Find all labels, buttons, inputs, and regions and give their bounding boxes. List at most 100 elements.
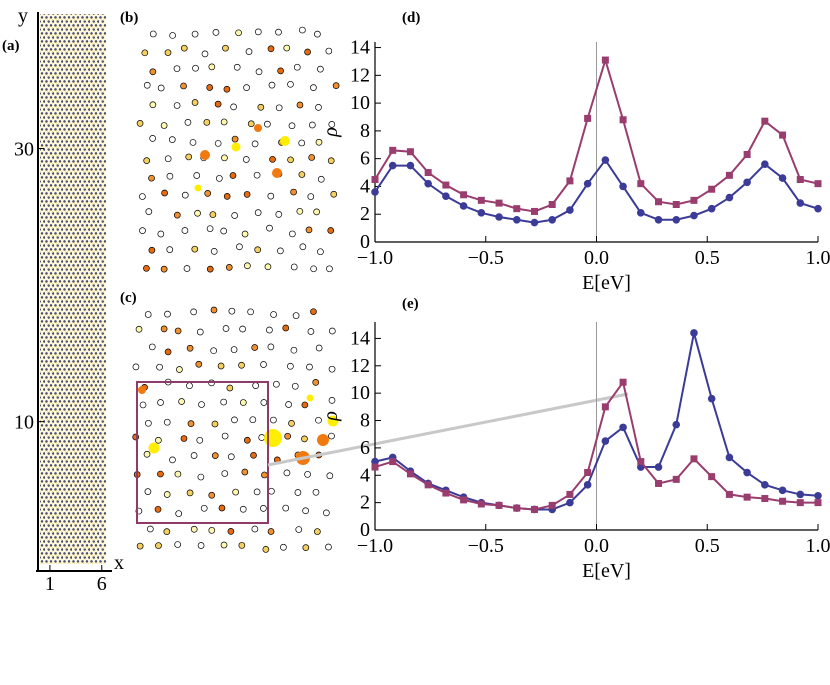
y-axis-label: ρ [320, 127, 342, 138]
site [143, 81, 151, 89]
site [235, 29, 242, 37]
site [328, 327, 336, 335]
site [315, 138, 323, 146]
site [243, 191, 251, 198]
marker [460, 191, 468, 199]
marker [513, 205, 521, 213]
site [200, 504, 208, 512]
marker [583, 179, 592, 188]
site [269, 155, 276, 163]
y-tick-label: 10 [350, 92, 370, 114]
site [290, 346, 298, 354]
x-axis-label: x [114, 552, 124, 574]
site [163, 528, 171, 535]
marker [442, 192, 450, 200]
marker [743, 493, 751, 501]
site [180, 44, 188, 52]
site [277, 67, 284, 75]
y-tick-label: 10 [350, 382, 370, 404]
site [160, 265, 168, 273]
marker [690, 211, 698, 220]
x-tick-label: 0.0 [584, 247, 609, 269]
site [245, 48, 253, 55]
strong-site [317, 434, 329, 446]
x-tick-label: 1.0 [806, 247, 830, 269]
y-tick-label: 0 [360, 231, 370, 253]
site [185, 153, 193, 161]
marker [796, 199, 805, 207]
site [169, 32, 176, 39]
site [327, 157, 335, 165]
marker [477, 209, 486, 217]
site [296, 101, 304, 109]
site [254, 28, 262, 36]
marker [672, 215, 681, 224]
marker [637, 180, 645, 188]
marker [495, 213, 503, 221]
site [174, 327, 182, 335]
site [253, 171, 261, 179]
site [287, 80, 294, 88]
site [212, 29, 220, 36]
site [175, 510, 183, 517]
marker [690, 329, 698, 337]
site [164, 348, 172, 356]
marker [655, 479, 663, 487]
site [328, 432, 335, 440]
site [283, 469, 291, 477]
site [209, 211, 217, 218]
marker [442, 181, 450, 189]
site [186, 344, 194, 352]
site [260, 361, 267, 368]
site [244, 262, 251, 270]
site [164, 310, 171, 318]
site [149, 30, 157, 38]
site [299, 243, 307, 251]
site [220, 227, 228, 235]
site [206, 84, 214, 91]
site [294, 489, 302, 496]
marker [583, 481, 592, 489]
marker [371, 188, 379, 196]
y-tick-label: 2 [360, 492, 370, 514]
site [132, 363, 140, 371]
site [328, 121, 336, 128]
site [251, 344, 259, 351]
site [218, 504, 226, 512]
x-tick-label: 0.0 [584, 535, 609, 557]
site [190, 452, 198, 459]
site [197, 473, 205, 481]
marker [637, 209, 645, 217]
marker [778, 174, 787, 182]
marker [690, 455, 698, 463]
site [196, 328, 204, 336]
site [168, 136, 176, 143]
marker [761, 495, 769, 503]
marker [424, 179, 432, 188]
marker [725, 490, 733, 498]
site [255, 68, 263, 76]
site [307, 328, 315, 335]
site [194, 209, 201, 217]
site [326, 265, 333, 273]
x-tick-label: −1.0 [357, 247, 393, 269]
marker [495, 199, 503, 207]
site [223, 192, 231, 200]
x-tick-label: −0.5 [468, 247, 504, 269]
site [149, 135, 157, 142]
site [254, 209, 262, 216]
marker [761, 117, 769, 125]
site [220, 118, 228, 126]
site [243, 84, 250, 91]
site [239, 505, 247, 513]
y-tick-label: 2 [360, 203, 370, 225]
marker [530, 218, 539, 227]
marker [406, 470, 414, 478]
site [206, 265, 214, 273]
marker [477, 500, 485, 508]
site [267, 528, 275, 535]
marker [371, 463, 379, 471]
marker [690, 196, 698, 204]
site [302, 544, 310, 551]
site [141, 49, 149, 57]
